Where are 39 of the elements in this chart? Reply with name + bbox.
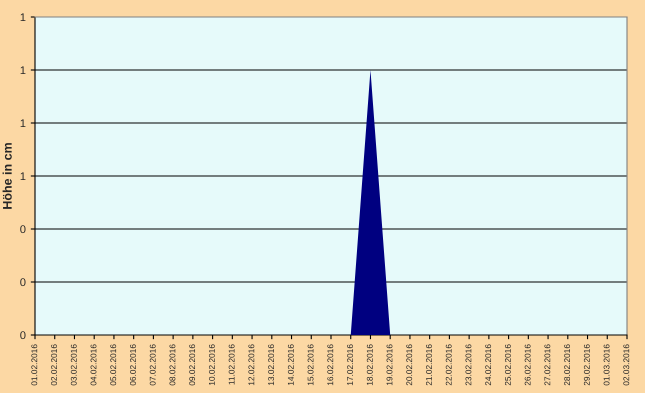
x-tick-label: 17.02.2016 (347, 344, 353, 386)
x-tick-label: 16.02.2016 (327, 344, 334, 386)
x-tick-label: 12.02.2016 (248, 344, 254, 386)
x-tick-label: 15.02.2016 (308, 344, 314, 386)
x-tick-label: 11.02.2016 (228, 344, 235, 384)
x-tick-label: 06.02.2016 (130, 344, 136, 386)
y-tick-label: 1 (20, 13, 26, 22)
x-tick-label: 07.02.2016 (150, 344, 156, 386)
x-tick-label: 09.02.2016 (189, 344, 196, 386)
y-axis-title: Höhe in cm (2, 143, 12, 209)
x-tick-label: 02.03.2016 (623, 344, 630, 386)
x-tick-label: 01.02.2016 (31, 344, 38, 386)
x-tick-label: 08.02.2016 (169, 344, 176, 386)
x-tick-label: 03.02.2016 (70, 344, 77, 386)
y-tick-label: 1 (20, 172, 26, 180)
x-tick-label: 21.02.2016 (426, 344, 432, 386)
y-tick-label: 0 (20, 278, 26, 286)
y-tick-label: 0 (20, 331, 26, 340)
x-tick-label: 19.02.2016 (386, 344, 392, 386)
x-tick-label: 18.02.2016 (366, 344, 373, 386)
x-tick-label: 26.02.2016 (524, 344, 531, 386)
x-tick-label: 04.02.2016 (90, 344, 96, 386)
y-tick-label: 1 (20, 119, 26, 128)
x-tick-label: 23.02.2016 (465, 344, 472, 386)
x-tick-label: 29.02.2016 (584, 344, 590, 386)
x-tick-label: 24.02.2016 (485, 344, 492, 386)
x-tick-label: 14.02.2016 (288, 344, 294, 386)
x-tick-label: 05.02.2016 (110, 344, 116, 386)
y-tick-label: 0 (20, 225, 26, 234)
x-tick-label: 25.02.2016 (504, 344, 511, 386)
x-tick-label: 13.02.2016 (268, 344, 274, 386)
x-tick-label: 27.02.2016 (544, 344, 550, 386)
x-tick-label: 02.02.2016 (51, 344, 57, 386)
x-tick-label: 22.02.2016 (446, 344, 452, 386)
x-tick-label: 20.02.2016 (406, 344, 412, 386)
x-tick-label: 10.02.2016 (208, 344, 215, 386)
x-tick-label: 28.02.2016 (564, 344, 570, 386)
y-tick-label: 1 (20, 66, 26, 74)
x-tick-label: 01.03.2016 (604, 344, 610, 386)
